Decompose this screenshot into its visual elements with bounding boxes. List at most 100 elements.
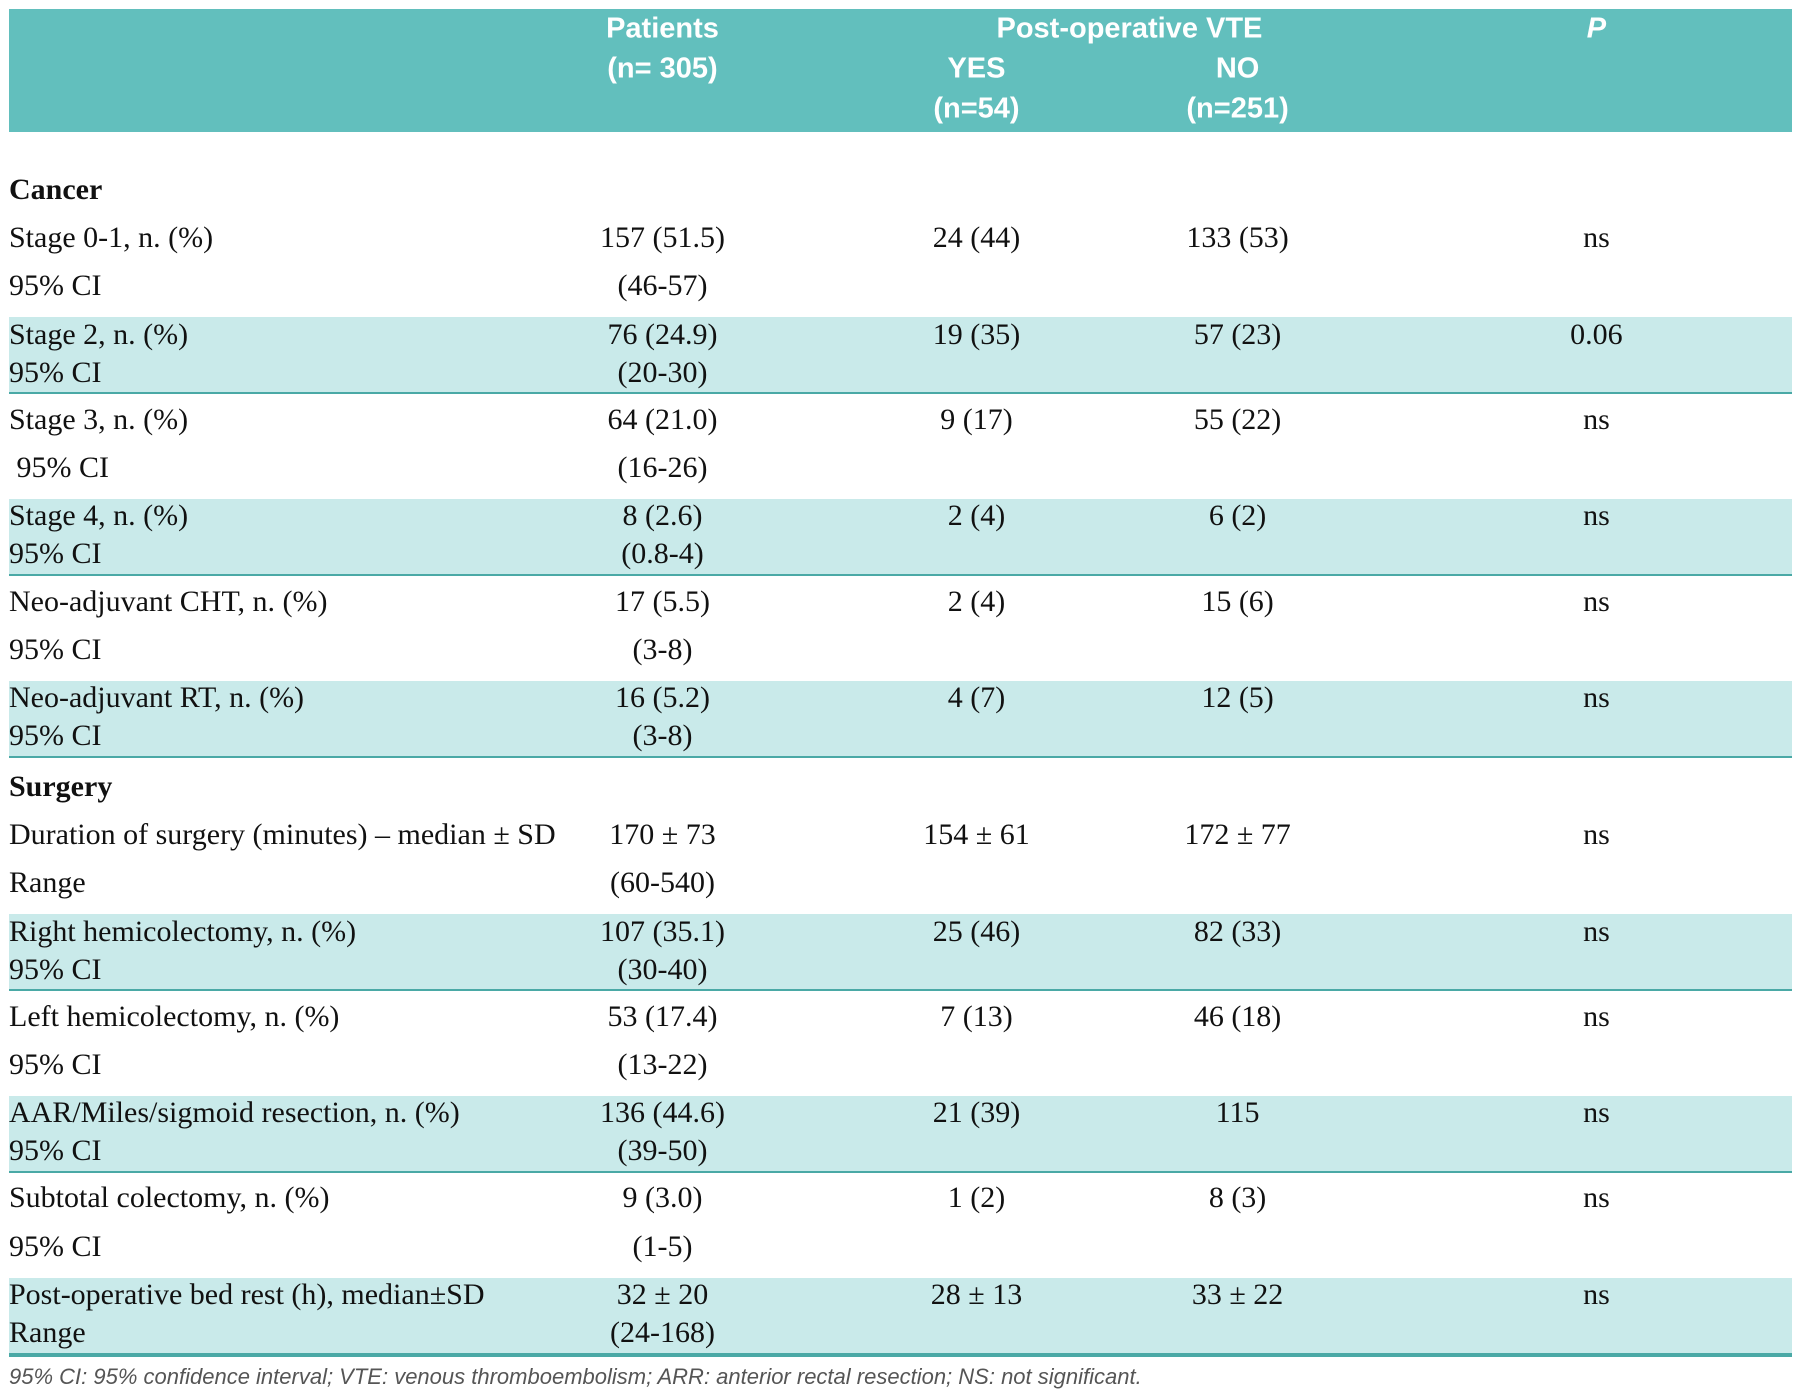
header-yes-n: (n=54): [933, 92, 1020, 125]
cell-patients: 53 (17.4): [607, 999, 718, 1033]
row-band: [9, 1277, 1792, 1355]
row-label: Neo-adjuvant RT, n. (%): [9, 681, 305, 715]
row-label: Post-operative bed rest (h), median±SD: [9, 1278, 485, 1312]
cell-patients: 17 (5.5): [614, 584, 710, 618]
cell-sub-value: (1-5): [632, 1229, 693, 1263]
row-label: Duration of surgery (minutes) – median ±…: [9, 818, 556, 852]
cell-sub-value: (39-50): [617, 1134, 708, 1168]
cell-sub-value: (30-40): [617, 952, 708, 986]
cell-sub-value: (20-30): [617, 355, 708, 389]
cell-sub-value: (16-26): [617, 451, 708, 485]
cell-sub-value: (3-8): [632, 719, 693, 753]
row-sub-label: 95% CI: [9, 355, 102, 389]
row-sub-label: 95% CI: [9, 537, 102, 571]
section-title: Surgery: [9, 769, 113, 803]
cell-p: ns: [1583, 999, 1610, 1033]
row-band: [9, 1096, 1792, 1174]
cell-p: ns: [1583, 914, 1610, 948]
section-title: Cancer: [9, 172, 103, 206]
row-sub-label: 95% CI: [9, 451, 110, 485]
cell-p: ns: [1583, 499, 1610, 533]
row-label: Subtotal colectomy, n. (%): [9, 1181, 330, 1215]
row-sub-label: Range: [9, 1316, 86, 1350]
cell-no: 82 (33): [1193, 914, 1282, 948]
cell-patients: 136 (44.6): [599, 1096, 725, 1130]
cell-no: 6 (2): [1208, 499, 1267, 533]
row-label: Stage 0-1, n. (%): [9, 221, 214, 255]
cell-no: 46 (18): [1193, 999, 1282, 1033]
cell-no: 12 (5): [1201, 681, 1274, 715]
cell-sub-value: (0.8-4): [621, 537, 704, 571]
cell-no: 15 (6): [1201, 584, 1274, 618]
cell-no: 55 (22): [1193, 402, 1282, 436]
row-sub-label: 95% CI: [9, 632, 102, 666]
cell-sub-value: (60-540): [609, 866, 715, 900]
header-no-n: (n=251): [1186, 92, 1289, 125]
cell-p: 0.06: [1570, 317, 1623, 351]
cell-yes: 1 (2): [947, 1181, 1006, 1215]
cell-p: ns: [1583, 221, 1610, 255]
cell-no: 172 ± 77: [1184, 818, 1291, 852]
cell-no: 33 ± 22: [1191, 1278, 1284, 1312]
row-label: AAR/Miles/sigmoid resection, n. (%): [9, 1096, 460, 1130]
cell-sub-value: (46-57): [617, 269, 708, 303]
cell-yes: 4 (7): [947, 681, 1006, 715]
row-sub-label: Range: [9, 866, 86, 900]
cell-yes: 2 (4): [947, 584, 1006, 618]
row-band: [9, 317, 1792, 395]
cell-p: ns: [1583, 1181, 1610, 1215]
cell-patients: 107 (35.1): [599, 914, 725, 948]
cell-yes: 7 (13): [940, 999, 1013, 1033]
cell-yes: 28 ± 13: [930, 1278, 1023, 1312]
cell-yes: 19 (35): [932, 317, 1021, 351]
row-label: Neo-adjuvant CHT, n. (%): [9, 584, 328, 618]
cell-sub-value: (24-168): [609, 1316, 715, 1350]
cell-yes: 2 (4): [947, 499, 1006, 533]
row-sub-label: 95% CI: [9, 269, 102, 303]
cell-p: ns: [1583, 584, 1610, 618]
cell-patients: 76 (24.9): [607, 317, 718, 351]
cell-patients: 8 (2.6): [622, 499, 703, 533]
footnote: 95% CI: 95% confidence interval; VTE: ve…: [9, 1363, 1142, 1389]
cell-patients: 9 (3.0): [622, 1181, 703, 1215]
cell-p: ns: [1583, 681, 1610, 715]
cell-patients: 32 ± 20: [616, 1278, 709, 1312]
cell-sub-value: (13-22): [617, 1048, 708, 1082]
cell-p: ns: [1583, 1096, 1610, 1130]
row-sub-label: 95% CI: [9, 1229, 102, 1263]
cell-yes: 9 (17): [940, 402, 1013, 436]
cell-p: ns: [1583, 1278, 1610, 1312]
row-label: Stage 4, n. (%): [9, 499, 189, 533]
row-sub-label: 95% CI: [9, 952, 102, 986]
cell-no: 133 (53): [1186, 221, 1289, 255]
cell-yes: 25 (46): [932, 914, 1021, 948]
row-label: Stage 2, n. (%): [9, 317, 189, 351]
cell-no: 8 (3): [1208, 1181, 1267, 1215]
row-label: Left hemicolectomy, n. (%): [9, 999, 340, 1033]
cell-p: ns: [1583, 818, 1610, 852]
header-p: P: [1586, 12, 1607, 45]
row-label: Stage 3, n. (%): [9, 402, 189, 436]
cell-sub-value: (3-8): [632, 632, 693, 666]
table-bottom-rule: [9, 1354, 1792, 1357]
header-vte: Post-operative VTE: [996, 12, 1263, 45]
cell-yes: 21 (39): [932, 1096, 1021, 1130]
cell-no: 57 (23): [1193, 317, 1282, 351]
cell-yes: 154 ± 61: [923, 818, 1030, 852]
cell-patients: 16 (5.2): [614, 681, 710, 715]
header-band: [9, 9, 1792, 133]
cell-yes: 24 (44): [932, 221, 1021, 255]
cell-p: ns: [1583, 402, 1610, 436]
header-patients-n: (n= 305): [607, 52, 718, 85]
row-sub-label: 95% CI: [9, 1048, 102, 1082]
row-label: Right hemicolectomy, n. (%): [9, 914, 357, 948]
row-band: [9, 914, 1792, 992]
cell-patients: 64 (21.0): [607, 402, 718, 436]
cell-patients: 170 ± 73: [609, 818, 716, 852]
header-patients: Patients: [606, 12, 719, 45]
row-sub-label: 95% CI: [9, 719, 102, 753]
header-no: NO: [1215, 52, 1260, 85]
cell-no: 115: [1215, 1096, 1260, 1130]
row-band: [9, 499, 1792, 577]
header-yes: YES: [947, 52, 1006, 85]
